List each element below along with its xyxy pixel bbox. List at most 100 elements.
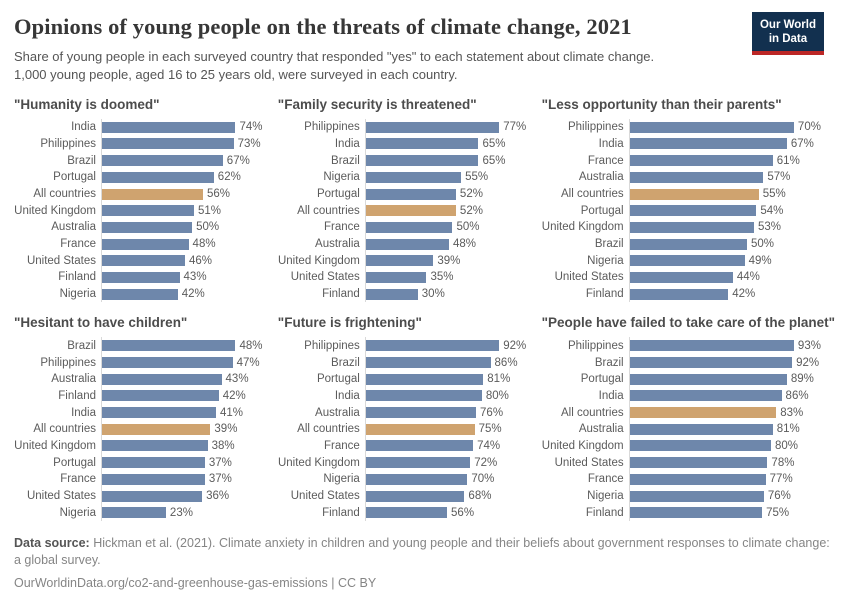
facet-family-security-is-threatened: "Family security is threatened" Philippin… [278, 97, 533, 303]
bar[interactable] [365, 238, 449, 250]
bar[interactable] [365, 188, 456, 200]
value-label: 86% [785, 389, 809, 402]
owid-logo-line1: Our World [759, 19, 816, 31]
bar[interactable] [629, 171, 764, 183]
value-label: 36% [206, 490, 230, 502]
bar[interactable] [629, 221, 754, 233]
value-label: 92% [503, 339, 527, 352]
bar[interactable] [365, 490, 465, 502]
bar-highlighted[interactable] [365, 205, 456, 217]
bar-track: 42% [101, 285, 269, 303]
bar[interactable] [102, 155, 223, 167]
bar-rows: Philippines 70% India 67% France 61% Australia… [542, 118, 835, 303]
country-label: India [334, 137, 360, 150]
bar[interactable] [365, 171, 462, 183]
bar[interactable] [102, 457, 205, 469]
bar[interactable] [365, 271, 427, 283]
country-label: France [60, 238, 96, 251]
value-label: 75% [766, 506, 790, 519]
bar[interactable] [629, 390, 782, 402]
bar-track: 43% [101, 269, 269, 286]
bar[interactable] [102, 255, 185, 267]
bar[interactable] [102, 440, 208, 452]
bar[interactable] [365, 121, 500, 133]
bar[interactable] [365, 221, 453, 233]
bar[interactable] [629, 490, 764, 502]
country-label: Portugal [580, 373, 624, 386]
bar[interactable] [365, 457, 471, 469]
bar[interactable] [629, 507, 763, 519]
bar[interactable] [365, 155, 479, 167]
bar[interactable] [365, 255, 434, 267]
country-label: United Kingdom [14, 439, 96, 452]
bar[interactable] [365, 357, 491, 368]
bar[interactable] [629, 457, 768, 469]
country-label: Nigeria [587, 254, 624, 267]
country-label: United States [290, 271, 360, 284]
bar-highlighted[interactable] [365, 423, 475, 435]
bar[interactable] [102, 288, 178, 300]
bar[interactable] [365, 390, 482, 402]
bar[interactable] [365, 473, 468, 485]
bar[interactable] [365, 340, 500, 352]
value-label: 43% [225, 373, 249, 386]
bar[interactable] [629, 357, 793, 368]
bar[interactable] [365, 507, 448, 519]
country-label: Philippines [567, 121, 624, 134]
bar[interactable] [102, 171, 214, 183]
country-label: All countries [297, 204, 360, 217]
bar-row: All countries 52% [278, 202, 533, 220]
bar[interactable] [102, 507, 166, 519]
bar-row: France 74% [278, 437, 533, 455]
value-label: 35% [430, 271, 454, 284]
bar[interactable] [629, 121, 794, 133]
bar[interactable] [629, 288, 729, 300]
bar[interactable] [102, 221, 193, 233]
bar[interactable] [102, 271, 180, 283]
bar[interactable] [629, 473, 766, 485]
bar[interactable] [102, 121, 236, 133]
bar-row: France 37% [14, 470, 269, 488]
bar[interactable] [102, 407, 216, 419]
bar-highlighted[interactable] [102, 423, 211, 435]
bar[interactable] [102, 238, 189, 250]
country-label: United States [554, 271, 624, 284]
bar[interactable] [102, 390, 219, 402]
bar[interactable] [629, 271, 733, 283]
bar-highlighted[interactable] [629, 188, 759, 200]
bar[interactable] [102, 205, 194, 217]
bar-row: Philippines 47% [14, 354, 269, 371]
bar[interactable] [365, 138, 479, 150]
bar-track: 77% [364, 118, 533, 136]
bar[interactable] [629, 440, 771, 452]
bar[interactable] [629, 205, 757, 217]
bar[interactable] [102, 373, 222, 385]
bar[interactable] [365, 373, 484, 385]
bar[interactable] [365, 288, 418, 300]
bar[interactable] [629, 238, 747, 250]
country-label: France [324, 221, 360, 234]
bar[interactable] [365, 440, 474, 452]
bar[interactable] [629, 138, 787, 150]
bar-highlighted[interactable] [629, 407, 777, 419]
bar[interactable] [102, 473, 205, 485]
value-label: 38% [211, 439, 235, 452]
charts-grid: "Humanity is doomed" India 74% Philippines 7… [14, 97, 835, 522]
bar[interactable] [365, 407, 477, 419]
bar[interactable] [102, 357, 233, 368]
bar-row: Nigeria 42% [14, 285, 269, 303]
bar[interactable] [102, 138, 234, 150]
bar[interactable] [629, 255, 745, 267]
bar[interactable] [629, 155, 773, 167]
bar-row: France 77% [542, 470, 835, 488]
bar[interactable] [629, 340, 794, 352]
bar[interactable] [102, 490, 203, 502]
bar-track: 39% [101, 420, 269, 438]
bar-highlighted[interactable] [102, 188, 203, 200]
bar[interactable] [629, 373, 787, 385]
bar-row: Portugal 89% [542, 370, 835, 388]
value-label: 52% [459, 204, 483, 217]
value-label: 86% [494, 356, 518, 369]
bar[interactable] [102, 340, 236, 352]
bar[interactable] [629, 423, 773, 435]
